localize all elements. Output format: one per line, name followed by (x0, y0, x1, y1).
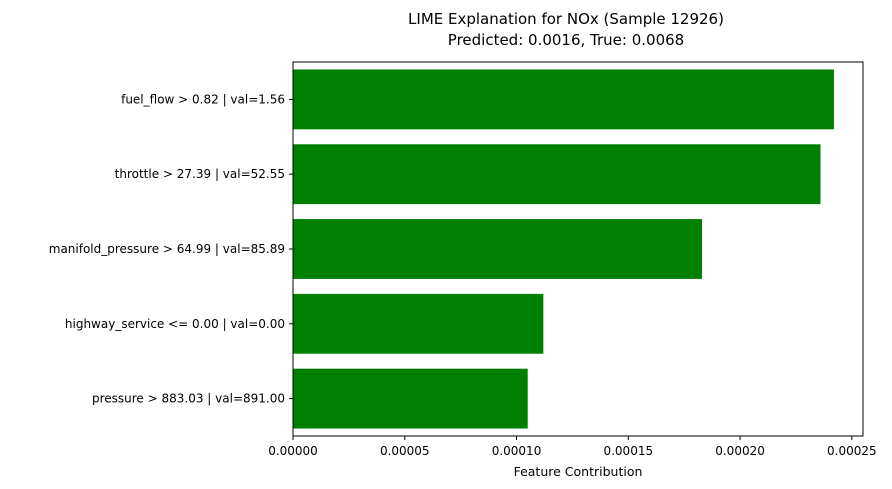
y-tick-label: pressure > 883.03 | val=891.00 (92, 392, 285, 406)
chart-subtitle: Predicted: 0.0016, True: 0.0068 (448, 31, 684, 49)
y-tick-label: highway_service <= 0.00 | val=0.00 (65, 317, 285, 331)
x-tick-label: 0.00025 (827, 444, 877, 458)
bars-group (293, 69, 834, 429)
x-tick-label: 0.00015 (603, 444, 653, 458)
y-axis-ticks: fuel_flow > 0.82 | val=1.56 throttle > 27… (49, 92, 293, 406)
x-tick-label: 0.00010 (492, 444, 542, 458)
bar (293, 368, 528, 429)
chart-title: LIME Explanation for NOx (Sample 12926) (408, 10, 724, 28)
bar (293, 144, 821, 205)
y-tick-label: throttle > 27.39 | val=52.55 (115, 167, 285, 181)
bar (293, 69, 834, 130)
bar (293, 293, 544, 354)
x-axis-label: Feature Contribution (514, 464, 643, 479)
x-tick-label: 0.00000 (268, 444, 318, 458)
bar (293, 219, 703, 279)
y-tick-label: fuel_flow > 0.82 | val=1.56 (121, 92, 285, 106)
plot-frame (292, 61, 864, 437)
x-tick-label: 0.00020 (715, 444, 765, 458)
x-axis-ticks: 0.00000 0.00005 0.00010 0.00015 0.00020 0.000… (268, 436, 877, 458)
y-tick-label: manifold_pressure > 64.99 | val=85.89 (49, 242, 285, 256)
x-tick-label: 0.00005 (380, 444, 430, 458)
